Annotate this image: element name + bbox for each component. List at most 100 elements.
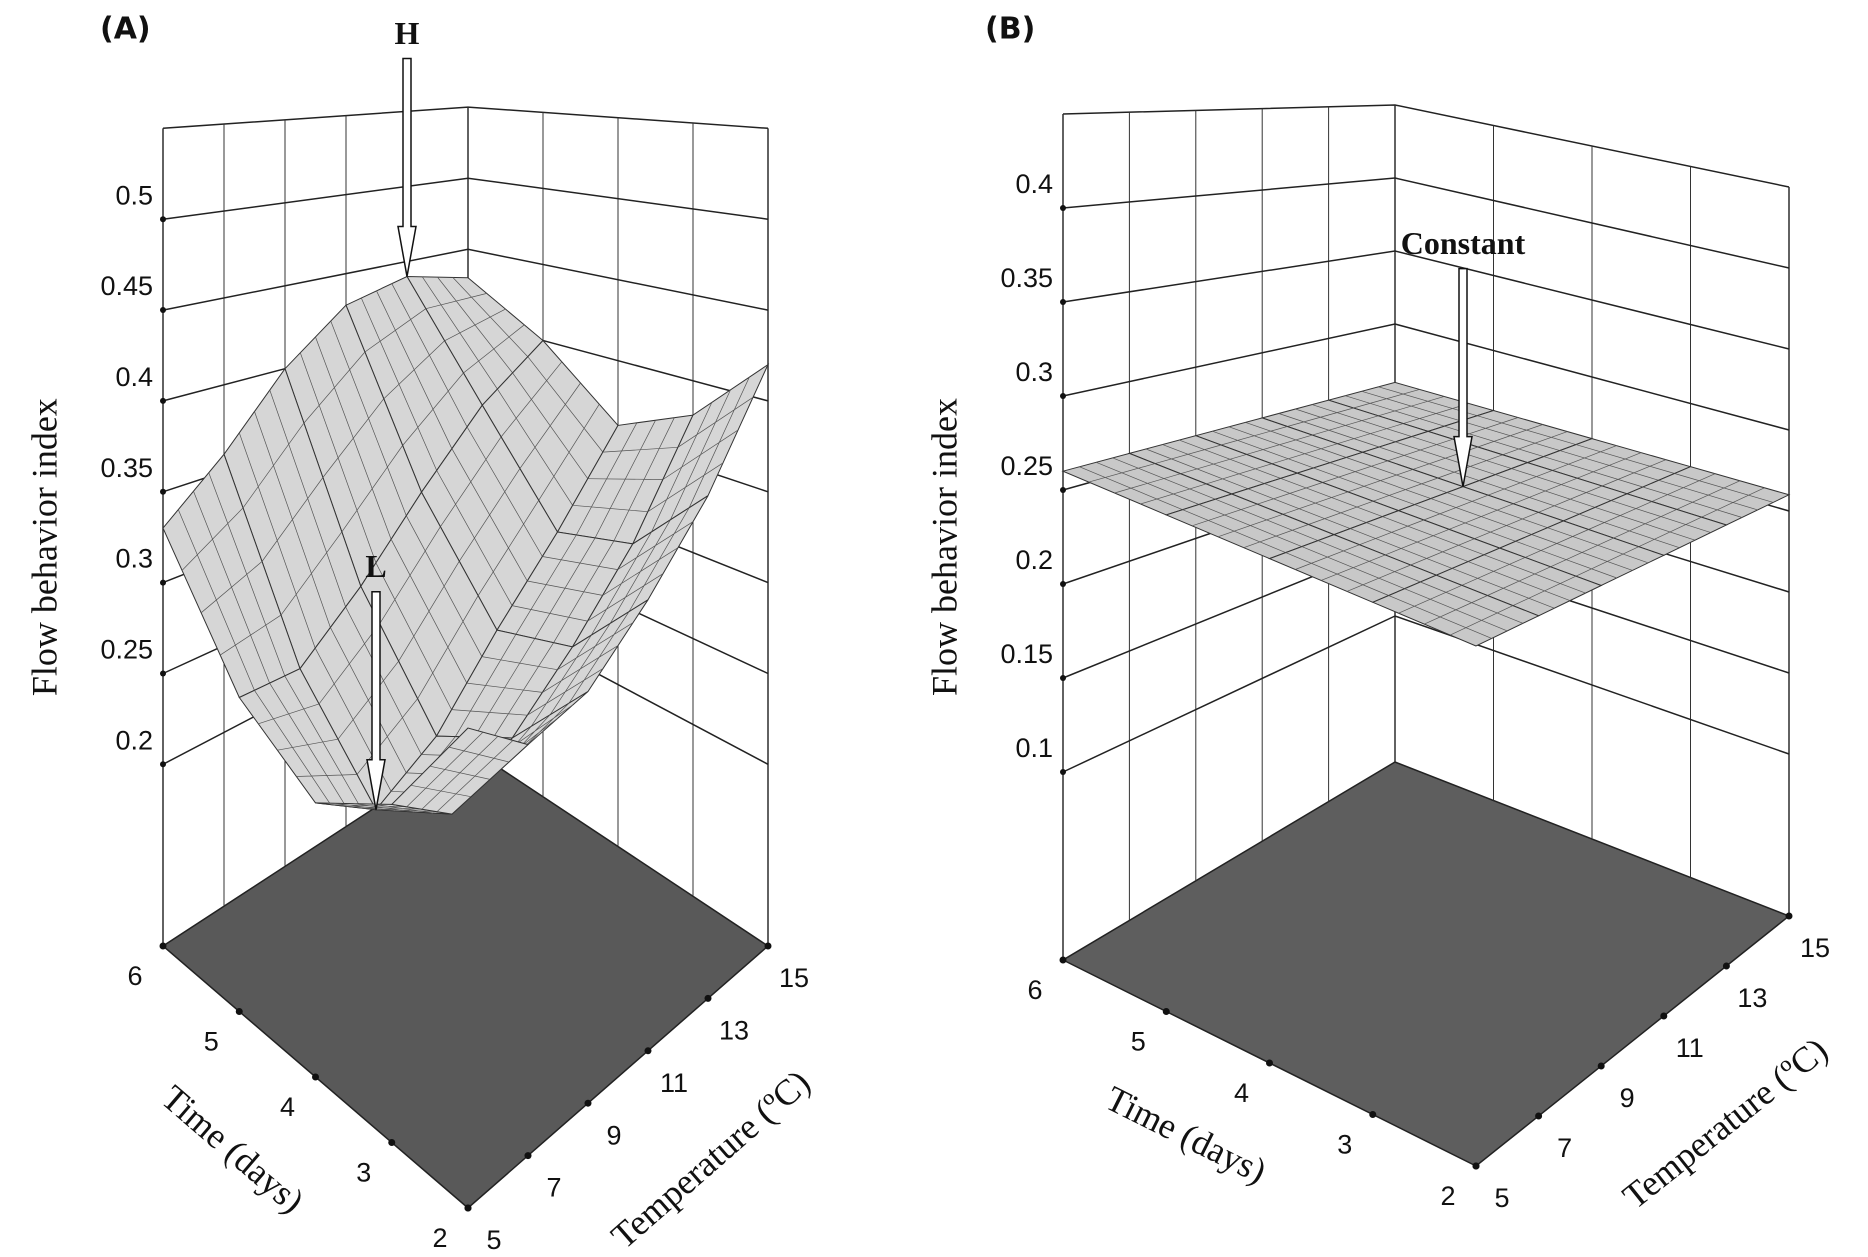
z-tick-label: 0.35 — [100, 453, 153, 483]
panel-label: (B) — [985, 12, 1035, 47]
tick-mark — [764, 942, 772, 950]
y-tick-label: 5 — [1494, 1183, 1509, 1213]
surface-mesh — [497, 356, 604, 506]
grid-line — [1062, 615, 1790, 773]
x-tick-label: 4 — [1234, 1078, 1249, 1108]
surface-mesh — [177, 472, 286, 691]
tick-mark — [1535, 1112, 1543, 1120]
y-tick-label: 7 — [1557, 1133, 1572, 1163]
surface-mesh — [1345, 386, 1478, 427]
tick-mark — [1060, 205, 1066, 211]
y-axis-label: Temperature (ºC) — [603, 1062, 817, 1256]
z-axis-label: Flow behavior index — [924, 398, 964, 696]
tick-mark — [160, 670, 166, 677]
tick-mark — [1060, 581, 1066, 587]
z-tick-label: 0.2 — [1015, 545, 1053, 575]
tick-mark — [388, 1139, 396, 1146]
y-tick-label: 13 — [1737, 983, 1767, 1013]
y-tick-label: 13 — [719, 1016, 749, 1046]
surface-mesh — [512, 534, 618, 643]
tick-mark — [1266, 1059, 1273, 1067]
tick-mark — [235, 1008, 243, 1015]
surface-mesh — [360, 283, 468, 471]
x-tick-label: 3 — [356, 1158, 371, 1188]
y-tick-label: 15 — [1800, 933, 1830, 963]
tick-mark — [704, 994, 712, 1002]
x-tick-label: 2 — [1440, 1181, 1455, 1211]
y-tick-label: 9 — [606, 1120, 621, 1150]
x-tick-label: 2 — [432, 1223, 447, 1253]
z-tick-label: 0.15 — [1000, 639, 1053, 669]
surface-mesh — [1414, 492, 1548, 542]
tick-mark — [1060, 769, 1066, 775]
x-tick-label: 6 — [1027, 975, 1042, 1005]
surface-mesh — [587, 507, 694, 636]
tick-mark — [644, 1047, 652, 1055]
surface-mesh — [1247, 478, 1383, 529]
y-tick-label: 11 — [1676, 1033, 1704, 1063]
tick-mark — [160, 761, 166, 768]
surface-mesh — [1478, 468, 1612, 515]
x-tick-label: 4 — [280, 1092, 295, 1122]
tick-mark — [464, 1204, 472, 1212]
tick-mark — [1722, 962, 1730, 970]
tick-mark — [1472, 1162, 1480, 1170]
z-tick-label: 0.45 — [100, 271, 153, 301]
x-tick-label: 3 — [1337, 1130, 1352, 1160]
y-tick-label: 11 — [660, 1068, 688, 1098]
surface-mesh — [1182, 498, 1319, 553]
grid-line — [162, 248, 769, 311]
surface-mesh — [1278, 404, 1412, 448]
surface-mesh — [299, 320, 407, 563]
y-axis-label: Temperature (ºC) — [1615, 1030, 1835, 1217]
tick-mark — [1597, 1062, 1605, 1070]
z-tick-label: 0.3 — [115, 544, 153, 574]
annotation-arrow — [397, 57, 417, 277]
z-tick-label: 0.4 — [115, 362, 153, 392]
surface-mesh — [330, 802, 437, 814]
grid-line — [1062, 250, 1790, 350]
tick-mark — [312, 1073, 319, 1081]
surface-mesh — [1212, 422, 1347, 469]
surface-quad — [390, 727, 530, 815]
x-tick-label: 6 — [127, 961, 142, 991]
surface-mesh — [647, 377, 754, 532]
tick-mark — [1785, 912, 1793, 920]
tick-mark — [1059, 956, 1067, 964]
y-tick-label: 9 — [1620, 1083, 1635, 1113]
annotation-arrow — [366, 590, 386, 810]
surface-patch — [1268, 534, 1438, 603]
surface-mesh — [238, 389, 346, 649]
tick-mark — [1060, 299, 1066, 305]
tick-mark — [524, 1152, 532, 1160]
panel-label: (A) — [100, 12, 151, 47]
surface-mesh — [1579, 500, 1711, 549]
tick-mark — [1060, 675, 1066, 681]
z-tick-label: 0.3 — [1015, 357, 1053, 387]
z-tick-label: 0.25 — [1000, 451, 1053, 481]
annotation-arrow — [1453, 267, 1473, 487]
z-tick-label: 0.1 — [1015, 733, 1053, 763]
surface-mesh — [375, 515, 483, 710]
z-tick-label: 0.4 — [1015, 169, 1053, 199]
x-tick-label: 5 — [1131, 1027, 1146, 1057]
tick-mark — [160, 216, 166, 223]
tick-mark — [1369, 1111, 1377, 1118]
surface-mesh — [436, 426, 543, 606]
surface-mesh — [1079, 457, 1216, 511]
surface-mesh — [1543, 444, 1675, 488]
surface-mesh — [1285, 540, 1421, 596]
surface-mesh — [254, 675, 362, 809]
tick-mark — [160, 307, 166, 314]
surface-mesh — [1349, 516, 1485, 569]
x-tick-label: 5 — [204, 1027, 219, 1057]
surface-mesh — [1313, 457, 1448, 505]
y-tick-label: 15 — [779, 963, 809, 993]
box-top — [162, 106, 769, 130]
surface-patch — [390, 727, 530, 815]
tick-mark — [1162, 1008, 1170, 1015]
surface-patch — [496, 531, 634, 648]
surface-patch — [1562, 493, 1728, 556]
surface-mesh — [1378, 436, 1512, 481]
